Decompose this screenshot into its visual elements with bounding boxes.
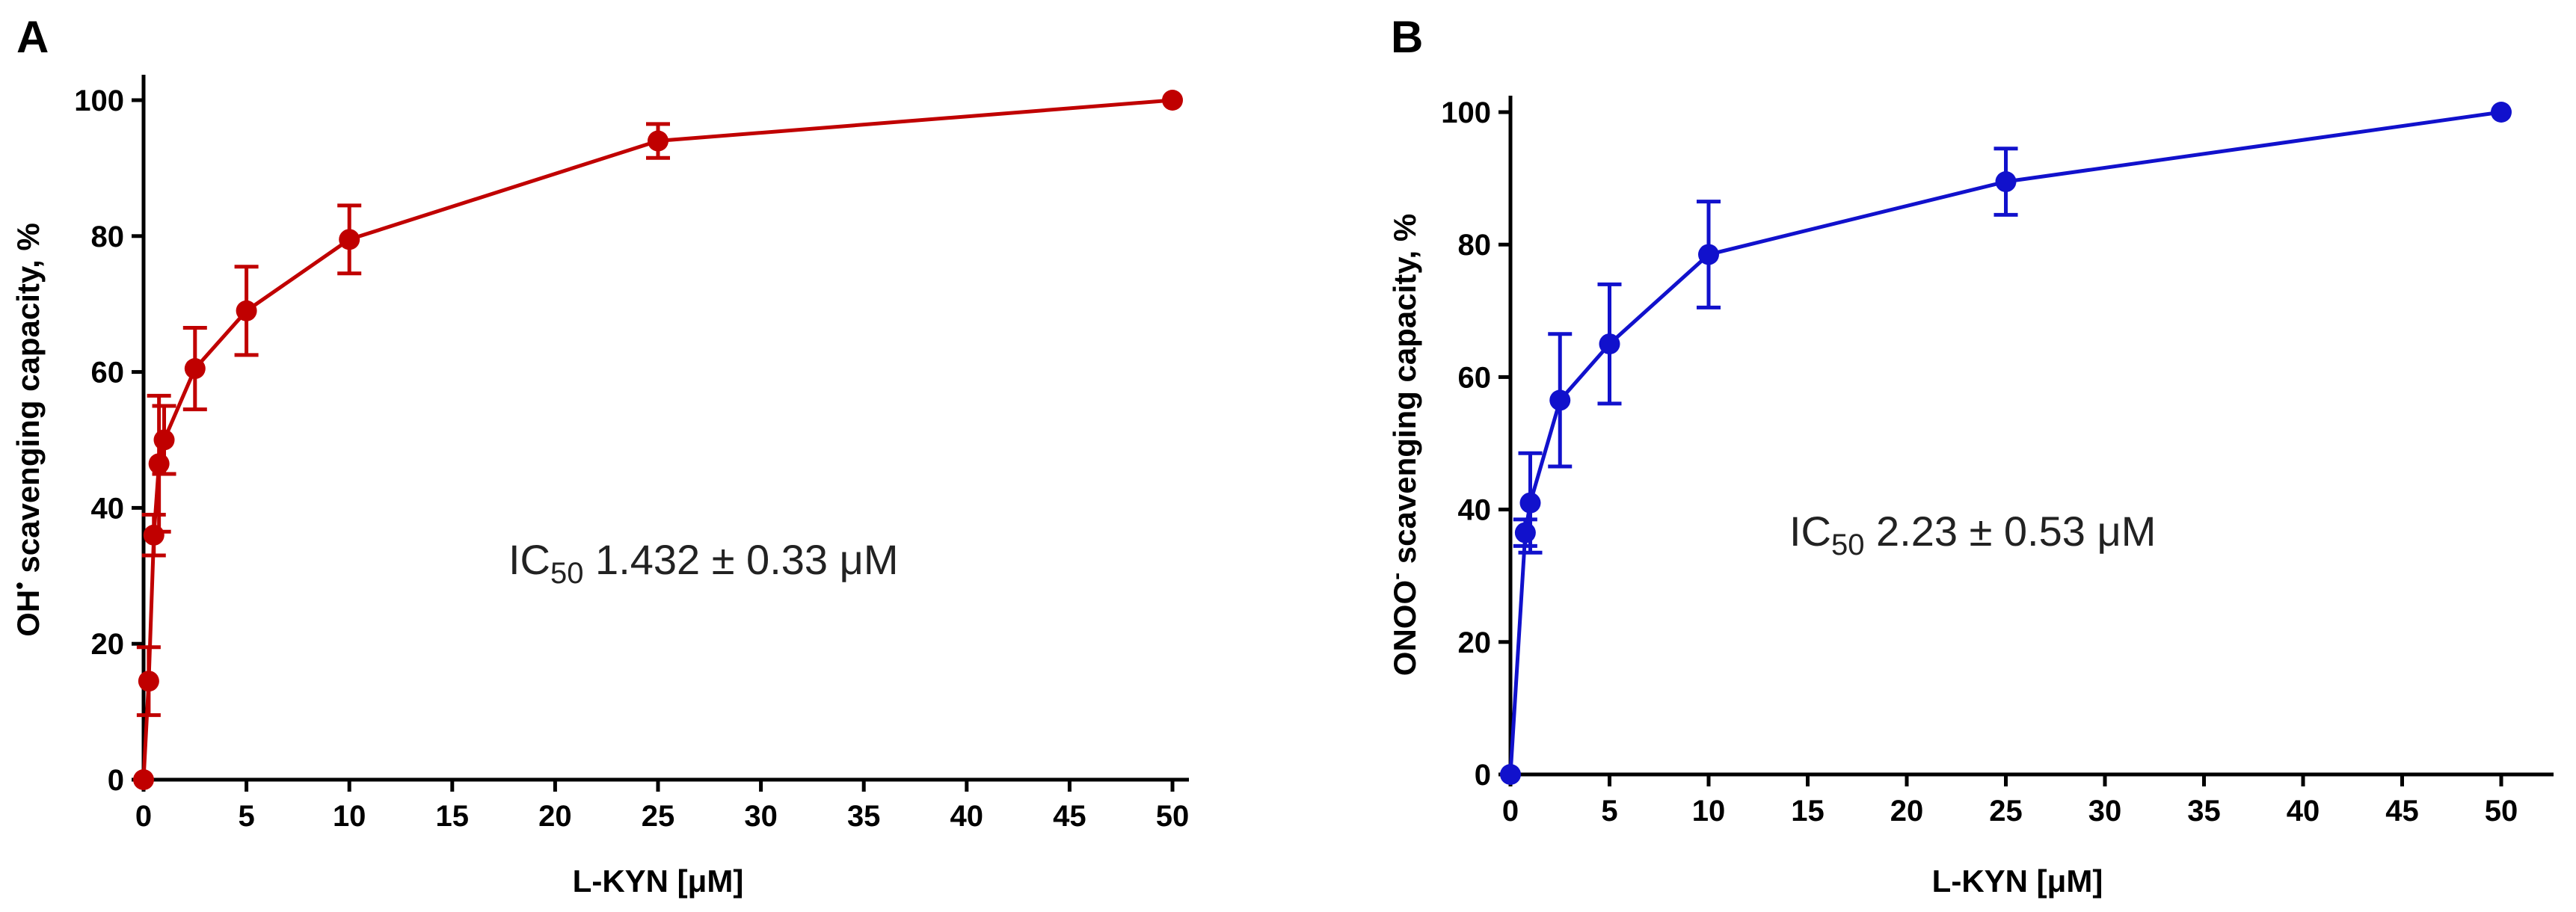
- ic50-subscript: 50: [550, 557, 584, 590]
- x-tick-label: 35: [847, 800, 881, 833]
- data-point: [648, 130, 668, 152]
- data-point: [1519, 492, 1541, 514]
- y-tick-label: 40: [1458, 494, 1492, 527]
- y-tick-label: 40: [91, 492, 125, 525]
- y-axis-title-rest: scavenging capacity, %: [10, 223, 46, 582]
- data-point: [1162, 90, 1183, 111]
- x-axis-title: L-KYN [μM]: [573, 863, 744, 899]
- data-point: [1500, 764, 1521, 785]
- ic50-subscript: 50: [1831, 529, 1865, 561]
- x-tick-label: 0: [1502, 795, 1519, 828]
- y-ticks: 0 20 40 60 80 100: [74, 84, 144, 797]
- y-tick-label: 20: [1458, 626, 1492, 659]
- y-tick-label: 80: [91, 221, 125, 253]
- data-point: [236, 300, 257, 321]
- ic50-prefix: IC: [1789, 508, 1831, 555]
- x-tick-label: 45: [2385, 795, 2419, 828]
- data-point: [339, 229, 360, 250]
- y-axis-title-base: OH: [10, 590, 46, 637]
- x-tick-label: 5: [1601, 795, 1617, 828]
- plot-area: [133, 90, 1183, 790]
- y-tick-label: 0: [1475, 759, 1491, 792]
- y-axis-title: ONOO- scavenging capacity, %: [1384, 214, 1422, 676]
- y-tick-label: 20: [91, 628, 125, 661]
- x-tick-label: 25: [642, 800, 675, 833]
- y-tick-label: 100: [74, 84, 124, 117]
- data-point: [2491, 102, 2512, 123]
- axes: [1508, 96, 2554, 777]
- series-line: [141, 98, 1173, 780]
- x-tick-label: 5: [238, 800, 254, 833]
- y-axis-title-base: ONOO: [1387, 580, 1422, 676]
- ic50-annotation: IC50 2.23 ± 0.53 μM: [1789, 508, 2156, 561]
- ic50-value: 2.23 ± 0.53 μM: [1865, 508, 2157, 555]
- y-tick-label: 60: [1458, 361, 1492, 394]
- x-tick-label: 25: [1989, 795, 2023, 828]
- y-tick-label: 60: [91, 357, 125, 389]
- x-tick-label: 10: [333, 800, 366, 833]
- y-axis-title-rest: scavenging capacity, %: [1387, 214, 1422, 573]
- panel-label: A: [16, 12, 49, 62]
- y-axis-title-superscript: •: [7, 582, 32, 590]
- x-tick-label: 35: [2187, 795, 2221, 828]
- x-ticks: 0 5 10 15 20 25 30 35 40 45 50: [1502, 774, 2518, 828]
- data-point: [184, 358, 206, 380]
- y-axis-title: OH• scavenging capacity, %: [7, 223, 46, 637]
- data-point: [138, 671, 159, 692]
- y-ticks: 0 20 40 60 80 100: [1441, 96, 1510, 792]
- x-tick-label: 0: [135, 800, 152, 833]
- x-tick-label: 10: [1692, 795, 1726, 828]
- ic50-annotation: IC50 1.432 ± 0.33 μM: [508, 536, 899, 590]
- data-point: [1599, 333, 1620, 355]
- x-ticks: 0 5 10 15 20 25 30 35 40 45 50: [135, 780, 1189, 833]
- x-tick-label: 15: [436, 800, 470, 833]
- data-point: [133, 769, 154, 790]
- x-tick-label: 40: [2287, 795, 2320, 828]
- data-point: [153, 429, 175, 451]
- x-tick-label: 40: [950, 800, 984, 833]
- data-point: [1698, 244, 1719, 265]
- data-point: [143, 524, 165, 546]
- x-tick-label: 15: [1791, 795, 1825, 828]
- panel-label: B: [1391, 12, 1423, 62]
- x-tick-label: 30: [2088, 795, 2122, 828]
- x-tick-label: 50: [1156, 800, 1190, 833]
- x-tick-label: 50: [2485, 795, 2518, 828]
- x-tick-label: 20: [1890, 795, 1924, 828]
- y-tick-label: 100: [1441, 96, 1491, 129]
- data-point: [1514, 522, 1536, 543]
- x-tick-label: 45: [1053, 800, 1086, 833]
- y-tick-label: 0: [108, 764, 124, 797]
- ic50-prefix: IC: [508, 536, 550, 583]
- x-axis-title: L-KYN [μM]: [1932, 863, 2103, 899]
- panel-b: B 0 20 40 60 80 100 0 5 10 15 20 25 30 35 40 45 50 L-KY…: [1384, 12, 2554, 899]
- data-point: [148, 453, 170, 475]
- x-tick-label: 20: [538, 800, 572, 833]
- plot-area: [1500, 102, 2512, 785]
- panel-a: A 0 20 40 60 80 100 0 5 10 15 20 25 30 35 40 45 50 L-KY…: [7, 12, 1189, 899]
- axes: [141, 75, 1189, 782]
- data-point: [1549, 389, 1571, 411]
- x-tick-label: 30: [744, 800, 778, 833]
- ic50-value: 1.432 ± 0.33 μM: [584, 536, 899, 583]
- y-tick-label: 80: [1458, 229, 1492, 262]
- y-axis-title-superscript: -: [1384, 573, 1409, 580]
- data-point: [1995, 171, 2017, 193]
